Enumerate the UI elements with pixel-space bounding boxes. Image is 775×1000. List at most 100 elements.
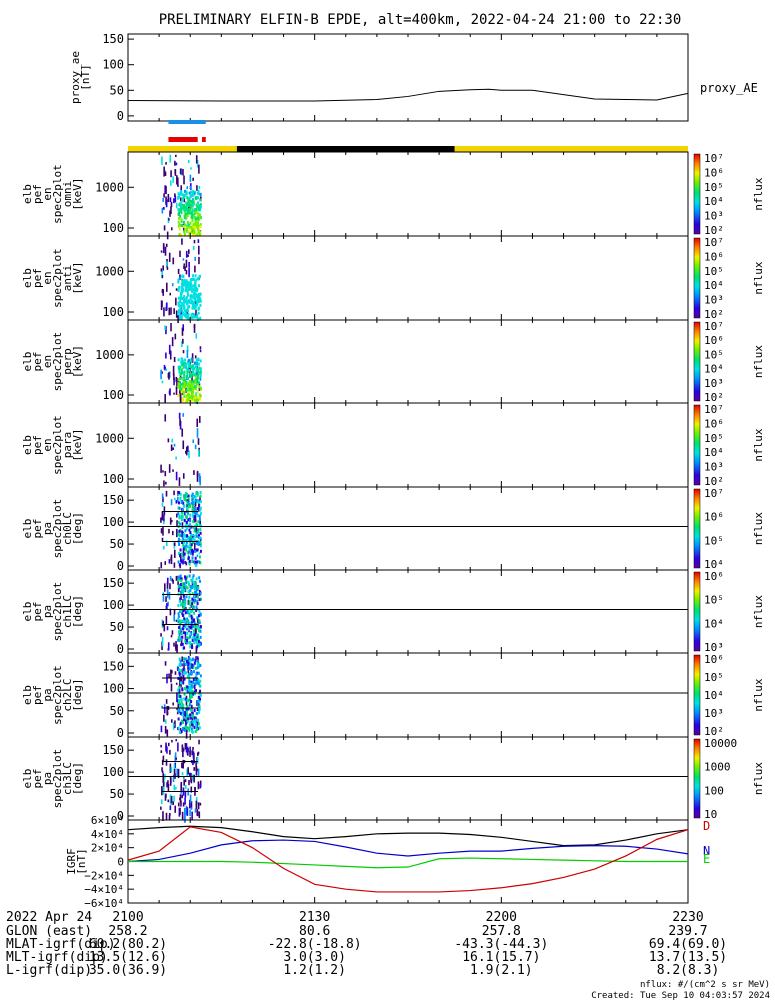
flux-pixel [177, 617, 180, 621]
flux-pixel [189, 543, 192, 547]
flux-pixel [185, 538, 188, 542]
flux-pixel [195, 766, 198, 776]
flux-pixel [193, 207, 196, 211]
flux-pixel [187, 300, 190, 304]
flux-pixel [171, 337, 174, 347]
flux-pixel [184, 576, 187, 580]
flux-pixel [189, 645, 192, 649]
flux-pixel [188, 607, 191, 611]
flux-pixel [177, 638, 180, 642]
flux-pixel [179, 548, 182, 552]
flux-pixel [186, 609, 189, 613]
flux-pixel [183, 600, 186, 604]
flux-pixel [187, 524, 190, 528]
flux-pixel [184, 205, 187, 209]
flux-pixel [196, 296, 199, 300]
flux-pixel [192, 225, 195, 229]
flux-pixel [192, 387, 195, 391]
flux-pixel [180, 781, 183, 792]
flux-pixel [199, 303, 202, 307]
flux-pixel [177, 280, 180, 284]
flux-pixel [180, 500, 183, 504]
y-axis-label-line: elb [21, 268, 34, 288]
flux-pixel [179, 705, 182, 709]
flux-pixel [197, 196, 200, 200]
flux-pixel [197, 293, 200, 297]
flux-pixel [184, 611, 187, 615]
flux-pixel [178, 227, 181, 231]
flux-pixel [173, 356, 176, 363]
flux-pixel [187, 208, 190, 212]
x-tick-label: 2230 [672, 910, 703, 925]
flux-pixel [194, 305, 197, 309]
colorbar [693, 654, 701, 736]
flux-pixel [183, 232, 186, 236]
flux-pixel [195, 211, 198, 215]
flux-pixel [165, 368, 168, 371]
flux-pixel [160, 300, 163, 311]
flux-pixel [195, 384, 198, 388]
flux-pixel [180, 668, 183, 672]
flux-pixel [185, 638, 188, 642]
colorbar-tick-label: 10⁶ [704, 653, 724, 666]
flux-pixel [185, 494, 188, 498]
flux-pixel [162, 811, 164, 821]
flux-pixel [183, 777, 185, 780]
flux-pixel [178, 599, 181, 603]
flux-pixel [191, 689, 194, 693]
y-axis-label-line: spec2plot [51, 248, 64, 308]
y-tick-label: 100 [102, 305, 124, 319]
panel-frame [127, 486, 689, 571]
flux-pixel [178, 689, 181, 693]
flux-pixel [182, 599, 185, 603]
flux-pixel [185, 621, 188, 625]
flux-pixel [183, 209, 186, 213]
flux-pixel [161, 515, 164, 520]
colorbar-label: nflux [752, 428, 765, 461]
flux-pixel [187, 160, 190, 164]
flux-pixel [183, 504, 186, 508]
flux-pixel [182, 594, 185, 598]
flux-pixel [181, 515, 184, 519]
flux-pixel [196, 809, 199, 816]
flux-pixel [188, 547, 191, 551]
spectrogram-omni: 1000100elbpefenspec2plotomni[keV]10⁷10⁶1… [21, 151, 765, 240]
flux-pixel [181, 762, 183, 769]
flux-pixel [169, 517, 172, 525]
flux-pixel [183, 718, 186, 722]
flux-pixel [197, 638, 200, 642]
flux-pixel [177, 560, 180, 564]
colorbar-tick-label: 10 [704, 808, 717, 821]
y-axis-label-line: pa [41, 605, 54, 618]
flux-pixel [163, 704, 166, 707]
flux-pixel [197, 768, 200, 777]
flux-pixel [177, 726, 180, 730]
flux-pixel [196, 287, 199, 291]
flux-pixel [165, 699, 168, 704]
flux-pixel [191, 289, 194, 293]
flux-pixel [174, 195, 177, 203]
flux-pixel [180, 211, 183, 215]
flux-pixel [187, 609, 190, 613]
y-tick-label: 0 [117, 809, 124, 823]
flux-pixel [177, 268, 180, 274]
flux-pixel [180, 301, 183, 305]
y-tick-label: 100 [102, 598, 124, 612]
flux-pixel [199, 540, 202, 544]
flux-pixel [190, 277, 193, 281]
flux-pixel [181, 612, 184, 616]
flux-pixel [196, 500, 199, 504]
flux-pixel [177, 802, 180, 807]
flux-pixel [180, 291, 183, 295]
flux-pixel [189, 221, 192, 225]
flux-pixel [188, 614, 191, 618]
flux-pixel [191, 398, 194, 402]
flux-pixel [160, 744, 162, 748]
flux-pixel [194, 495, 197, 499]
flux-pixel [198, 699, 201, 703]
flux-pixel [173, 642, 175, 647]
flux-pixel [177, 378, 180, 382]
flux-pixel [190, 398, 193, 402]
flux-pixel [173, 723, 175, 727]
zone-bar-red [168, 137, 198, 142]
